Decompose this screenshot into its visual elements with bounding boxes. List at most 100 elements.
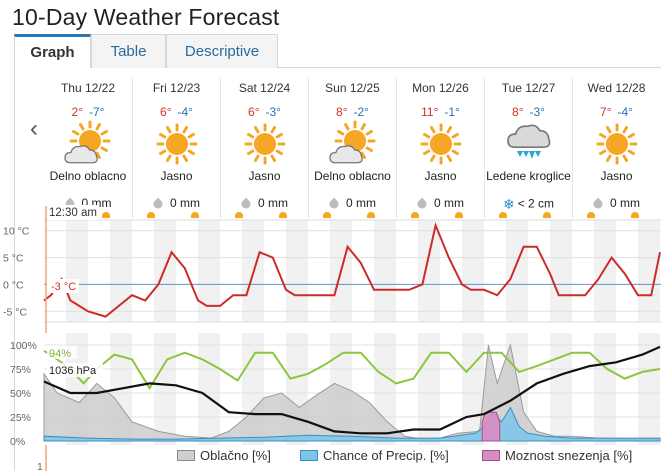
day-temps: 2° -7° bbox=[44, 105, 132, 119]
temp-low: -4° bbox=[177, 105, 193, 119]
legend-cloud-label: Oblačno [%] bbox=[200, 448, 271, 463]
condition-text: Jasno bbox=[600, 169, 633, 183]
sun-icon bbox=[411, 212, 419, 218]
raindrop-icon bbox=[415, 197, 429, 211]
temp-low: -7° bbox=[89, 105, 105, 119]
temp-high: 11° bbox=[421, 105, 439, 119]
day-name: Wed 12/28 bbox=[587, 81, 646, 95]
temp-low: -4° bbox=[617, 105, 633, 119]
day-column[interactable]: Tue 12/27 8° -3° Ledene kroglice ❄ < 2 cm bbox=[484, 78, 572, 218]
chevron-left-icon[interactable]: ‹ bbox=[30, 115, 38, 142]
day-column[interactable]: Thu 12/22 2° -7° Delno oblacno 0 mm bbox=[44, 78, 132, 218]
temp-high: 7° bbox=[600, 105, 612, 119]
condition-text: Ledene kroglice bbox=[486, 169, 571, 183]
sun-icon bbox=[455, 212, 463, 218]
raindrop-icon bbox=[327, 197, 341, 211]
sleet-icon bbox=[507, 124, 551, 159]
precip-value: 0 mm bbox=[434, 196, 464, 210]
raindrop-icon bbox=[63, 197, 76, 211]
sun-icon bbox=[279, 212, 287, 218]
sun-icon bbox=[367, 212, 375, 218]
condition-text: Delno oblacno bbox=[314, 169, 391, 183]
legend-precip: Chance of Precip. [%] bbox=[300, 448, 449, 466]
precip-amount: 0 mm bbox=[397, 196, 484, 211]
precip-amount: ❄ < 2 cm bbox=[485, 196, 572, 213]
sun-icon bbox=[543, 212, 551, 218]
precip-value: 0 mm bbox=[170, 196, 200, 210]
condition-text: Jasno bbox=[160, 169, 193, 183]
day-temps: 6° -3° bbox=[221, 105, 308, 119]
temp-low: -3° bbox=[265, 105, 281, 119]
day-column[interactable]: Wed 12/28 7° -4° Jasno 0 mm bbox=[572, 78, 660, 218]
temp-high: 6° bbox=[248, 105, 260, 119]
sun-icon bbox=[147, 212, 155, 218]
day-name: Sat 12/24 bbox=[238, 81, 291, 95]
day-column[interactable]: Fri 12/23 6° -4° Jasno 0 mm bbox=[132, 78, 220, 218]
day-temps: 7° -4° bbox=[573, 105, 660, 119]
day-name: Thu 12/22 bbox=[60, 81, 116, 95]
sun-icon bbox=[58, 212, 66, 218]
precip-amount: 0 mm bbox=[221, 196, 308, 211]
condition-text: Delno oblacno bbox=[49, 169, 127, 183]
temp-low: -3° bbox=[529, 105, 545, 119]
day-strip: Thu 12/22 2° -7° Delno oblacno 0 mm Fri 12/23… bbox=[44, 78, 661, 218]
temp-low: -1° bbox=[444, 105, 460, 119]
day-name: Tue 12/27 bbox=[501, 81, 556, 95]
precip-value: 0 mm bbox=[610, 196, 640, 210]
view-tabs: Graph Table Descriptive bbox=[14, 34, 661, 69]
condition-text: Jasno bbox=[424, 169, 457, 183]
sun-icon bbox=[323, 212, 331, 218]
precip-value: < 2 cm bbox=[517, 196, 555, 211]
temp-low: -2° bbox=[353, 105, 369, 119]
raindrop-icon bbox=[239, 197, 253, 211]
partly-cloudy-icon bbox=[64, 120, 111, 164]
sun-icon bbox=[244, 123, 286, 165]
legend-precip-swatch bbox=[300, 450, 318, 461]
precip-value: 0 mm bbox=[346, 196, 376, 210]
legend-cloud-swatch bbox=[177, 450, 195, 461]
precip-value: 0 mm bbox=[81, 196, 112, 210]
temp-high: 8° bbox=[512, 105, 524, 119]
precip-amount: 0 mm bbox=[309, 196, 396, 211]
sun-icon bbox=[587, 212, 595, 218]
raindrop-icon bbox=[591, 197, 605, 211]
sun-icon bbox=[156, 123, 198, 165]
legend-snow: Moznost snezenja [%] bbox=[482, 448, 632, 466]
partly-cloudy-icon bbox=[329, 120, 376, 164]
sun-icon bbox=[420, 123, 462, 165]
temp-high: 8° bbox=[336, 105, 348, 119]
day-temps: 8° -3° bbox=[485, 105, 572, 119]
day-column[interactable]: Sun 12/25 8° -2° Delno oblacno 0 mm bbox=[308, 78, 396, 218]
tab-descriptive[interactable]: Descriptive bbox=[166, 34, 278, 68]
day-temps: 6° -4° bbox=[133, 105, 220, 119]
precip-amount: 0 mm bbox=[133, 196, 220, 211]
temp-high: 2° bbox=[71, 105, 83, 119]
day-name: Fri 12/23 bbox=[152, 81, 201, 95]
day-temps: 11° -1° bbox=[397, 105, 484, 119]
day-column[interactable]: Mon 12/26 11° -1° Jasno 0 mm bbox=[396, 78, 484, 218]
raindrop-icon bbox=[151, 197, 165, 211]
day-name: Mon 12/26 bbox=[412, 81, 469, 95]
day-temps: 8° -2° bbox=[309, 105, 396, 119]
sun-icon bbox=[631, 212, 639, 218]
day-column[interactable]: Sat 12/24 6° -3° Jasno 0 mm bbox=[220, 78, 308, 218]
legend-cloud: Oblačno [%] bbox=[177, 448, 271, 466]
precip-amount: 0 mm bbox=[44, 196, 132, 211]
legend-snow-label: Moznost snezenja [%] bbox=[505, 448, 633, 463]
day-name: Sun 12/25 bbox=[325, 81, 380, 95]
sun-icon bbox=[596, 123, 638, 165]
tab-graph[interactable]: Graph bbox=[14, 34, 91, 69]
temp-high: 6° bbox=[160, 105, 172, 119]
precip-value: 0 mm bbox=[258, 196, 288, 210]
legend-snow-swatch bbox=[482, 450, 500, 461]
sun-icon bbox=[499, 212, 507, 218]
legend-precip-label: Chance of Precip. [%] bbox=[323, 448, 449, 463]
sun-icon bbox=[191, 212, 199, 218]
precip-amount: 0 mm bbox=[573, 196, 660, 211]
snowflake-icon: ❄ bbox=[502, 196, 515, 212]
tab-table[interactable]: Table bbox=[91, 34, 166, 68]
condition-text: Jasno bbox=[248, 169, 281, 183]
page-title: 10-Day Weather Forecast bbox=[12, 4, 280, 30]
sun-icon bbox=[102, 212, 110, 218]
sun-icon bbox=[235, 212, 243, 218]
